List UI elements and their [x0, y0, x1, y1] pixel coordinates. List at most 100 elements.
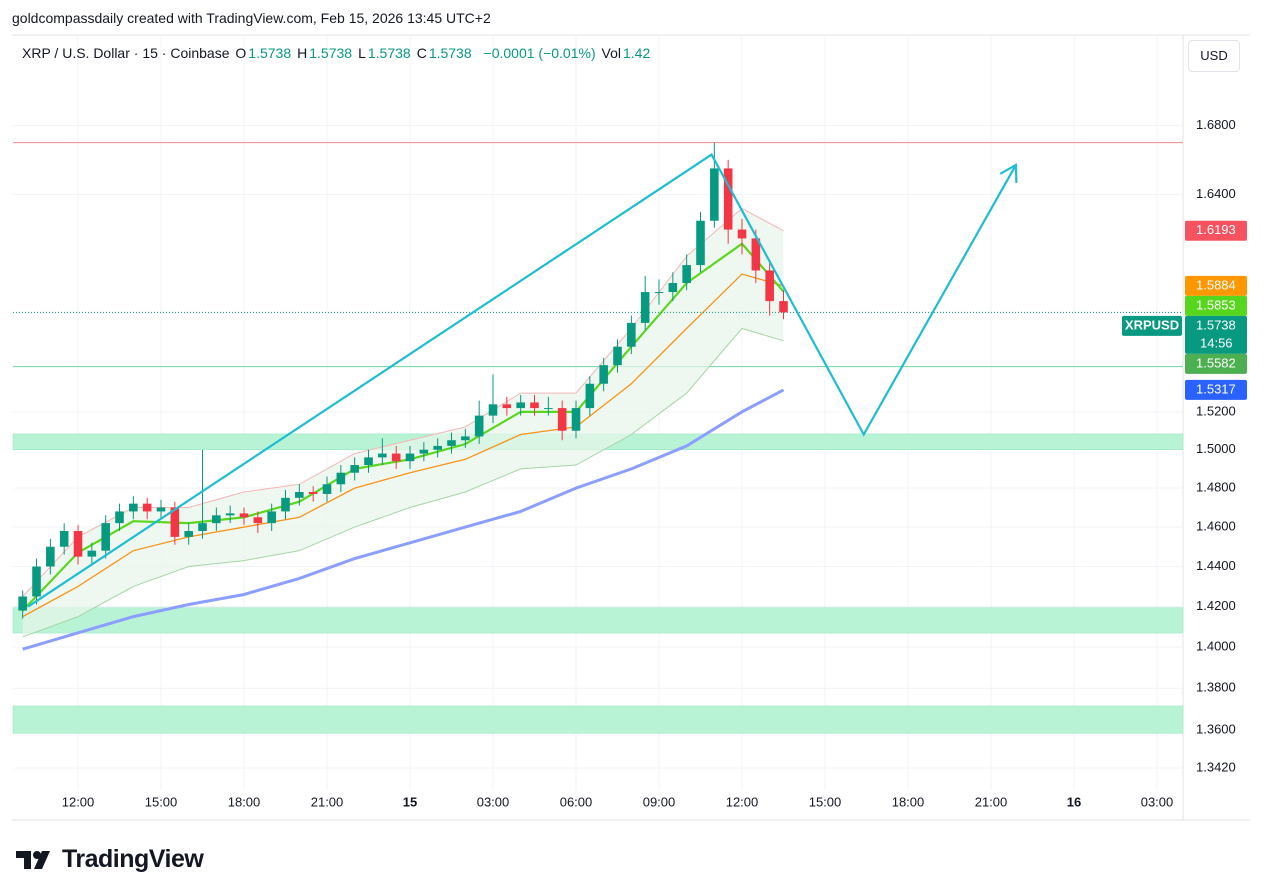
- indicator-line: [22, 207, 784, 597]
- candle-body: [129, 503, 138, 512]
- candle-body: [751, 238, 761, 271]
- symbol: XRP / U.S. Dollar · 15 · Coinbase: [22, 45, 230, 61]
- candle-body: [87, 550, 97, 557]
- candle-body: [723, 168, 733, 230]
- y-tick-label: 1.4400: [1196, 558, 1236, 573]
- candle-body: [18, 596, 27, 611]
- candle-body: [73, 530, 83, 557]
- price-label: 1.5582: [1196, 355, 1236, 370]
- brand-name: TradingView: [62, 845, 204, 873]
- price-label: 1.5853: [1196, 297, 1236, 312]
- change: −0.0001 (−0.01%): [483, 45, 596, 61]
- candle-body: [765, 270, 774, 302]
- candle-body: [599, 365, 608, 384]
- candle-body: [295, 492, 304, 498]
- candle-body: [267, 511, 276, 524]
- symbol-label: XRPUSD: [1125, 317, 1179, 332]
- candle-body: [212, 515, 221, 524]
- y-tick-label: 1.3800: [1196, 680, 1236, 695]
- legend: XRP / U.S. Dollar · 15 · Coinbase O 1.573…: [22, 45, 652, 61]
- vol: 1.42: [622, 45, 651, 61]
- y-tick-label: 1.6400: [1196, 186, 1236, 201]
- x-tick-label: 16: [1067, 794, 1081, 809]
- candle-body: [350, 465, 359, 473]
- candle-body: [502, 404, 512, 409]
- x-tick-label: 06:00: [560, 794, 593, 809]
- candle-body: [184, 530, 193, 537]
- candle-body: [668, 283, 678, 293]
- ohlc-value: 1.5738: [309, 45, 353, 61]
- x-tick-label: 15:00: [809, 794, 842, 809]
- candle-body: [405, 453, 415, 462]
- candle-body: [516, 402, 525, 409]
- x-tick-label: 21:00: [311, 794, 344, 809]
- candle-body: [225, 513, 235, 516]
- candle-body: [488, 404, 498, 416]
- price-label-box: [1185, 379, 1247, 400]
- ohlc-value: 1.5738: [367, 45, 411, 61]
- vol-label: Vol: [601, 45, 621, 61]
- currency-button[interactable]: USD: [1188, 40, 1240, 72]
- candle-body: [447, 440, 456, 446]
- candle-body: [253, 517, 263, 524]
- price-label: 1.5317: [1196, 381, 1236, 396]
- band-fill: [22, 208, 784, 637]
- indicator-line: [22, 273, 784, 618]
- candle-body: [779, 301, 788, 313]
- x-tick-label: 09:00: [643, 794, 676, 809]
- y-tick-label: 1.3600: [1196, 721, 1236, 736]
- candle-body: [239, 513, 249, 518]
- candle-body: [308, 492, 318, 494]
- candle-body: [474, 415, 484, 437]
- candle-body: [419, 449, 429, 454]
- candle-body: [391, 453, 401, 462]
- candle-body: [46, 546, 55, 567]
- drawing-line: [27, 153, 1017, 608]
- x-tick-label: 12:00: [62, 794, 95, 809]
- candle-body: [170, 507, 180, 537]
- x-tick-label: 21:00: [975, 794, 1008, 809]
- zone: [12, 705, 1184, 734]
- y-tick-label: 1.5000: [1196, 441, 1236, 456]
- brand: TradingView: [16, 845, 204, 874]
- x-tick-label: 12:00: [726, 794, 759, 809]
- countdown: 14:56: [1200, 335, 1233, 350]
- candle-body: [696, 220, 705, 266]
- candle-body: [59, 530, 69, 547]
- candle-body: [142, 503, 152, 512]
- candle-body: [654, 292, 664, 294]
- x-tick-label: 15:00: [145, 794, 178, 809]
- ohlc-value: 1.5738: [248, 45, 292, 61]
- x-tick-label: 03:00: [477, 794, 510, 809]
- ohlc-key: H: [297, 45, 308, 61]
- drawing-arrowhead: [999, 163, 1018, 183]
- y-tick-label: 1.4600: [1196, 519, 1236, 534]
- indicator-line: [22, 388, 785, 651]
- candle-body: [378, 453, 387, 458]
- candle-body: [198, 523, 207, 531]
- candle-body: [557, 408, 567, 431]
- zone: [12, 607, 1184, 634]
- candle-body: [613, 346, 622, 366]
- candle-body: [156, 507, 166, 512]
- y-tick-label: 1.3420: [1196, 760, 1236, 775]
- price-label-box: [1185, 220, 1247, 241]
- ohlc-key: L: [358, 45, 366, 61]
- candle-body: [737, 229, 747, 239]
- candle-body: [710, 168, 719, 221]
- indicator-line: [22, 327, 784, 638]
- price-label-box: [1185, 295, 1247, 316]
- candle-body: [364, 457, 373, 466]
- candle-body: [281, 497, 290, 512]
- x-tick-label: 03:00: [1141, 794, 1174, 809]
- price-label: 1.5738: [1196, 317, 1236, 332]
- candle-body: [571, 408, 581, 431]
- candle-body: [336, 472, 346, 485]
- candle-body: [115, 511, 124, 524]
- candle-body: [627, 322, 636, 347]
- candle-body: [530, 402, 539, 409]
- price-label-box: [1185, 275, 1247, 296]
